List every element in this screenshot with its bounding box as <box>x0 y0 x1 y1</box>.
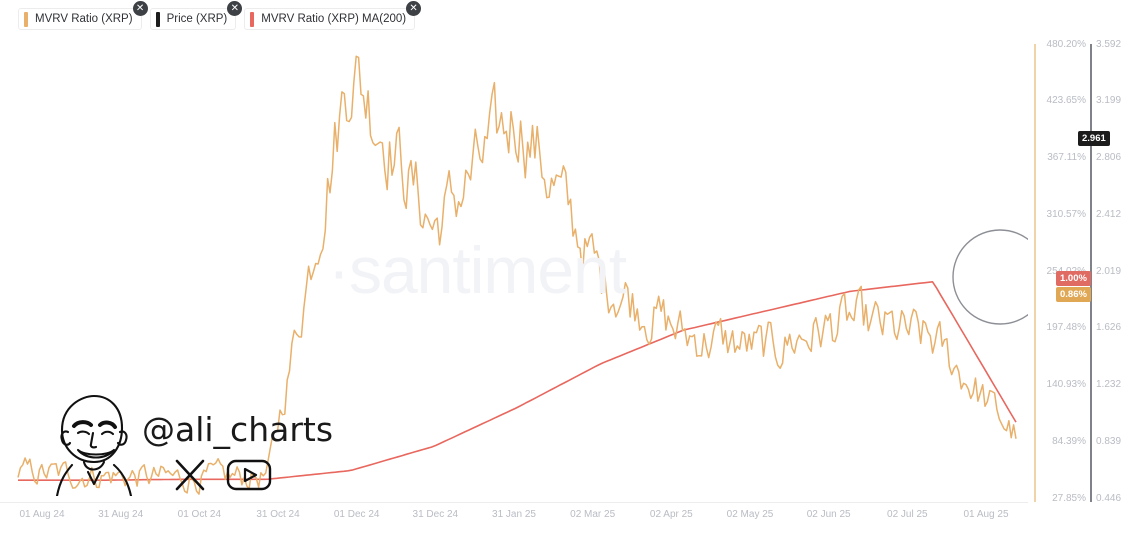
price-tick-label: 2.806 <box>1096 152 1122 163</box>
mvrv-tick-label: 480.20% <box>1046 38 1086 50</box>
mvrv-tick-label: 367.11% <box>1047 152 1086 163</box>
mvrv-tick-label: 140.93% <box>1046 379 1086 390</box>
ma-value-badge: 1.00% <box>1056 271 1091 286</box>
crossover-highlight-circle <box>952 229 1028 325</box>
legend-label-mvrv: MVRV Ratio (XRP) <box>35 13 133 25</box>
date-tick-label: 31 Aug 24 <box>98 509 144 520</box>
axis-tick-row: 423.65% 3.199 <box>1028 95 1140 107</box>
date-tick-label: 01 Aug 24 <box>19 509 65 520</box>
axis-tick-row: 140.93% 1.232 <box>1028 379 1140 391</box>
mvrv-value-badge: 0.86% <box>1056 287 1091 302</box>
chart-legend: MVRV Ratio (XRP) ✕ Price (XRP) ✕ MVRV Ra… <box>18 1 422 30</box>
date-tick-label: 02 Jul 25 <box>887 509 928 520</box>
axis-tick-row: 84.39% 0.839 <box>1028 435 1140 447</box>
youtube-icon[interactable] <box>226 459 272 491</box>
date-tick-label: 01 Aug 25 <box>963 509 1009 520</box>
axis-tick-row: 367.11% 2.806 <box>1028 152 1140 164</box>
price-tick-label: 2.412 <box>1096 208 1122 220</box>
close-icon[interactable]: ✕ <box>227 1 243 16</box>
date-tick-label: 02 May 25 <box>726 509 774 520</box>
legend-swatch-price <box>155 11 160 27</box>
price-axis-line <box>1090 44 1092 502</box>
avatar-illustration <box>55 394 133 496</box>
social-links <box>170 455 272 495</box>
date-tick-label: 01 Dec 24 <box>333 509 380 520</box>
price-tick-label: 3.592 <box>1096 38 1122 50</box>
mvrv-axis-line <box>1034 44 1036 502</box>
ali-charts-watermark: @ali_charts <box>48 388 333 496</box>
axis-tick-row: 27.85% 0.446 <box>1028 492 1140 504</box>
legend-item-mvrv-ma[interactable]: MVRV Ratio (XRP) MA(200) ✕ <box>244 1 422 30</box>
date-tick-label: 31 Oct 24 <box>256 509 300 520</box>
legend-item-mvrv[interactable]: MVRV Ratio (XRP) ✕ <box>18 1 148 30</box>
mvrv-tick-label: 310.57% <box>1046 208 1086 220</box>
price-tick-label: 1.232 <box>1096 379 1122 390</box>
legend-label-price: Price (XRP) <box>166 13 228 25</box>
date-tick-label: 31 Jan 25 <box>492 509 536 520</box>
legend-item-price[interactable]: Price (XRP) ✕ <box>149 1 243 30</box>
ali-charts-handle: @ali_charts <box>142 410 334 449</box>
close-icon[interactable]: ✕ <box>132 1 148 16</box>
date-tick-label: 31 Dec 24 <box>412 509 459 520</box>
price-tick-label: 3.199 <box>1096 95 1122 107</box>
price-tick-label: 0.839 <box>1096 435 1122 447</box>
mvrv-tick-label: 27.85% <box>1052 492 1086 504</box>
axis-baseline <box>0 502 1028 503</box>
date-tick-label: 02 Apr 25 <box>649 509 693 520</box>
mvrv-tick-label: 84.39% <box>1052 435 1086 447</box>
santiment-watermark: ·santiment <box>328 233 627 307</box>
price-value-badge: 2.961 <box>1078 131 1110 146</box>
axis-tick-row: 197.48% 1.626 <box>1028 322 1140 334</box>
close-icon[interactable]: ✕ <box>406 1 422 16</box>
price-tick-label: 2.019 <box>1096 265 1122 277</box>
legend-label-mvrv-ma: MVRV Ratio (XRP) MA(200) <box>261 13 407 25</box>
legend-swatch-mvrv-ma <box>250 11 255 27</box>
series-line-mvrv <box>17 55 1017 495</box>
price-tick-label: 0.446 <box>1096 492 1122 504</box>
date-tick-label: 02 Jun 25 <box>806 509 851 520</box>
price-tick-label: 1.626 <box>1096 322 1122 334</box>
date-axis: 01 Aug 24 31 Aug 24 01 Oct 24 31 Oct 24 01 D… <box>0 502 1028 526</box>
legend-swatch-mvrv <box>24 11 28 27</box>
x-twitter-icon[interactable] <box>170 455 210 495</box>
axis-tick-row: 310.57% 2.412 <box>1028 208 1140 220</box>
date-tick-label: 01 Oct 24 <box>177 509 222 520</box>
axis-tick-row: 480.20% 3.592 <box>1028 38 1140 50</box>
mvrv-tick-label: 423.65% <box>1046 95 1086 107</box>
mvrv-tick-label: 197.48% <box>1046 322 1086 334</box>
date-tick-label: 02 Mar 25 <box>570 509 616 520</box>
